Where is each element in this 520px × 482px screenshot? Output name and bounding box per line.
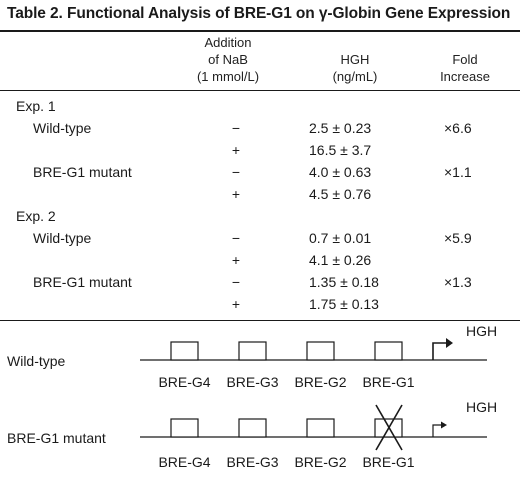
construct-cell: Wild-type [33, 230, 92, 246]
bre-g4-box [170, 418, 199, 438]
fold-cell: ×1.1 [444, 164, 472, 180]
header-rule [0, 90, 520, 91]
header-nab-line3: (1 mmol/L) [196, 69, 260, 84]
header-nab: Addition of NaB (1 mmol/L) [178, 34, 278, 85]
bre-g2-box [306, 341, 335, 361]
header-fold-line2: Increase [440, 69, 490, 84]
header-fold-line1: Fold [452, 52, 478, 67]
hgh-cell: 1.75 ± 0.13 [309, 296, 379, 312]
fold-cell: ×1.3 [444, 274, 472, 290]
fold-cell: ×5.9 [444, 230, 472, 246]
nab-cell: + [231, 142, 241, 158]
element-label: BRE-G1 [362, 454, 414, 470]
hgh-cell: 4.5 ± 0.76 [309, 186, 372, 202]
hgh-cell: 16.5 ± 3.7 [309, 142, 372, 158]
hgh-cell: 4.1 ± 0.26 [309, 252, 372, 268]
header-fold: Fold Increase [420, 51, 510, 85]
fold-cell: ×6.6 [444, 120, 472, 136]
hgh-cell: 1.35 ± 0.18 [309, 274, 379, 290]
element-label: BRE-G2 [294, 454, 346, 470]
construct-cell: BRE-G1 mutant [33, 274, 132, 290]
arrowhead-icon [446, 338, 453, 348]
top-rule [0, 30, 520, 32]
element-label: BRE-G2 [294, 374, 346, 390]
bre-g2-box [306, 418, 335, 438]
header-hgh-line2: (ng/mL) [332, 69, 378, 84]
element-label: BRE-G3 [226, 374, 278, 390]
nab-cell: + [231, 252, 241, 268]
construct-cell: BRE-G1 mutant [33, 164, 132, 180]
bre-g4-box [170, 341, 199, 361]
nab-cell: − [231, 230, 241, 246]
construct-label: BRE-G1 mutant [7, 430, 106, 446]
promoter-arrow-icon [432, 424, 442, 437]
element-label: BRE-G4 [158, 454, 210, 470]
nab-cell: + [231, 296, 241, 312]
nab-cell: + [231, 186, 241, 202]
header-hgh: HGH (ng/mL) [315, 51, 395, 85]
nab-cell: − [231, 164, 241, 180]
element-label: BRE-G4 [158, 374, 210, 390]
hgh-cell: 2.5 ± 0.23 [309, 120, 372, 136]
header-nab-line1: Addition [204, 35, 252, 50]
hgh-cell: 0.7 ± 0.01 [309, 230, 372, 246]
nab-cell: − [231, 120, 241, 136]
group-label: Exp. 2 [16, 208, 56, 224]
header-hgh-line1: HGH [340, 52, 370, 67]
element-label: BRE-G3 [226, 454, 278, 470]
group-label: Exp. 1 [16, 98, 56, 114]
construct-cell: Wild-type [33, 120, 92, 136]
construct-label: Wild-type [7, 353, 66, 369]
bre-g3-box [238, 418, 267, 438]
element-label: BRE-G1 [362, 374, 414, 390]
table-title: Table 2. Functional Analysis of BRE-G1 o… [7, 5, 511, 22]
mutation-cross-icon [375, 404, 403, 451]
construct-wild-type: Wild-type HGH BRE-G4 BRE-G3 BRE-G2 BRE-G… [7, 323, 497, 390]
arrowhead-icon [441, 421, 447, 429]
nab-cell: − [231, 274, 241, 290]
reporter-label: HGH [466, 399, 497, 415]
bre-g1-box [374, 341, 403, 361]
reporter-label: HGH [466, 323, 497, 339]
header-nab-line2: of NaB [208, 52, 248, 67]
construct-bre-g1-mutant: BRE-G1 mutant HGH BRE-G4 BRE-G3 BRE-G2 B… [7, 399, 497, 470]
bottom-rule [0, 320, 520, 321]
promoter-arrow-icon [432, 342, 447, 360]
hgh-cell: 4.0 ± 0.63 [309, 164, 372, 180]
bre-g3-box [238, 341, 267, 361]
